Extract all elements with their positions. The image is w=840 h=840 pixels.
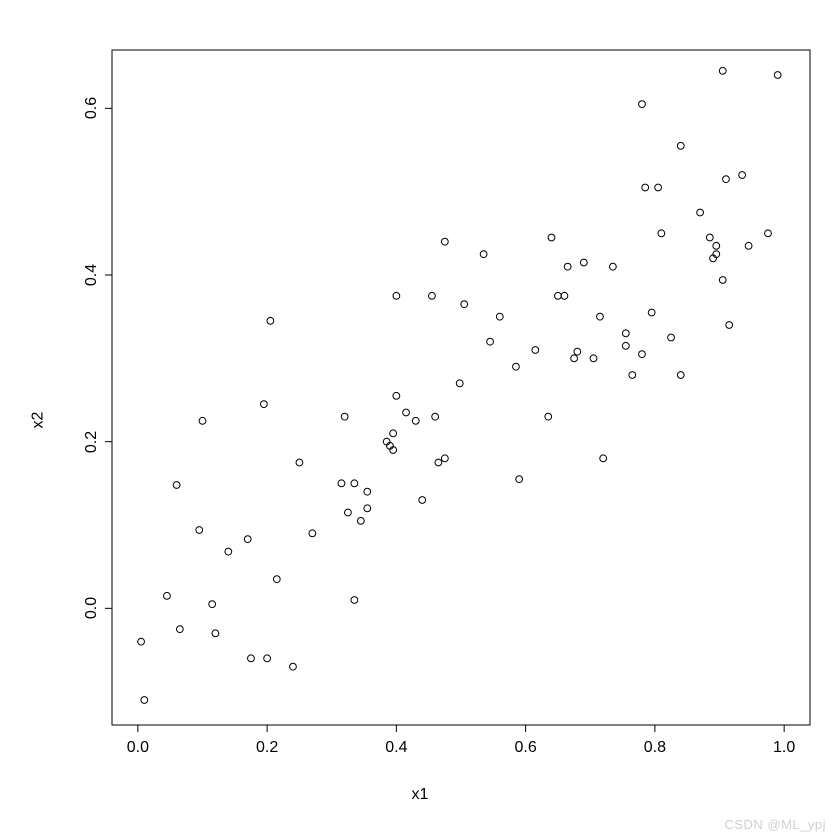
plot-box <box>112 50 810 725</box>
data-point <box>138 638 145 645</box>
data-point <box>629 372 636 379</box>
data-point <box>639 101 646 108</box>
x-tick-label: 0.0 <box>127 739 149 757</box>
data-point <box>196 527 203 534</box>
data-point <box>432 413 439 420</box>
y-tick-label: 0.6 <box>83 88 101 128</box>
data-point <box>364 505 371 512</box>
data-point <box>532 347 539 354</box>
data-point <box>545 413 552 420</box>
data-point <box>429 292 436 299</box>
data-point <box>697 209 704 216</box>
data-point <box>357 517 364 524</box>
data-point <box>264 655 271 662</box>
data-point <box>655 184 662 191</box>
data-point <box>590 355 597 362</box>
data-point <box>739 172 746 179</box>
y-tick-label: 0.4 <box>83 255 101 295</box>
data-point <box>516 476 523 483</box>
chart-svg <box>0 0 840 840</box>
data-point <box>765 230 772 237</box>
data-point <box>441 238 448 245</box>
data-point <box>296 459 303 466</box>
data-point <box>351 480 358 487</box>
data-point <box>273 576 280 583</box>
y-tick-label: 0.0 <box>83 588 101 628</box>
data-point <box>248 655 255 662</box>
data-point <box>677 372 684 379</box>
data-point <box>622 330 629 337</box>
data-point <box>609 263 616 270</box>
data-point <box>480 251 487 258</box>
data-point <box>561 292 568 299</box>
data-point <box>677 142 684 149</box>
data-point <box>393 392 400 399</box>
data-point <box>726 322 733 329</box>
data-point <box>141 697 148 704</box>
data-point <box>571 355 578 362</box>
data-point <box>713 242 720 249</box>
data-point <box>580 259 587 266</box>
data-point <box>639 351 646 358</box>
data-point <box>393 292 400 299</box>
data-point <box>338 480 345 487</box>
data-point <box>548 234 555 241</box>
data-point <box>390 430 397 437</box>
data-point <box>199 417 206 424</box>
x-tick-label: 1.0 <box>773 739 795 757</box>
y-tick-label: 0.2 <box>83 422 101 462</box>
data-point <box>774 72 781 79</box>
data-point <box>622 342 629 349</box>
data-point <box>658 230 665 237</box>
data-point <box>309 530 316 537</box>
data-point <box>487 338 494 345</box>
x-tick-label: 0.8 <box>644 739 666 757</box>
data-point <box>723 176 730 183</box>
data-point <box>706 234 713 241</box>
data-point <box>403 409 410 416</box>
data-point <box>435 459 442 466</box>
data-point <box>351 597 358 604</box>
data-point <box>290 663 297 670</box>
data-point <box>719 67 726 74</box>
x-tick-label: 0.6 <box>515 739 537 757</box>
data-point <box>341 413 348 420</box>
data-point <box>344 509 351 516</box>
data-point <box>412 417 419 424</box>
data-point <box>212 630 219 637</box>
data-point <box>244 536 251 543</box>
data-point <box>564 263 571 270</box>
data-point <box>600 455 607 462</box>
data-point <box>441 455 448 462</box>
data-point <box>597 313 604 320</box>
data-point <box>719 277 726 284</box>
data-point <box>555 292 562 299</box>
data-point <box>267 317 274 324</box>
data-point <box>496 313 503 320</box>
data-point <box>225 548 232 555</box>
data-point <box>461 301 468 308</box>
data-point <box>648 309 655 316</box>
data-point <box>419 497 426 504</box>
data-point <box>574 348 581 355</box>
y-axis-title: x2 <box>29 412 47 429</box>
data-point <box>176 626 183 633</box>
data-point <box>668 334 675 341</box>
data-point <box>364 488 371 495</box>
data-point <box>173 482 180 489</box>
data-point <box>642 184 649 191</box>
data-point <box>745 242 752 249</box>
data-point <box>260 401 267 408</box>
watermark-text: CSDN @ML_ypj <box>724 817 826 832</box>
data-point <box>164 592 171 599</box>
x-axis-title: x1 <box>412 786 429 804</box>
x-tick-label: 0.2 <box>256 739 278 757</box>
data-point <box>209 601 216 608</box>
x-tick-label: 0.4 <box>385 739 407 757</box>
scatter-chart: x1 x2 0.0 0.2 0.4 0.6 0.8 1.0 0.0 0.2 0.4 0.6 CSD… <box>0 0 840 840</box>
data-point <box>513 363 520 370</box>
data-point <box>456 380 463 387</box>
